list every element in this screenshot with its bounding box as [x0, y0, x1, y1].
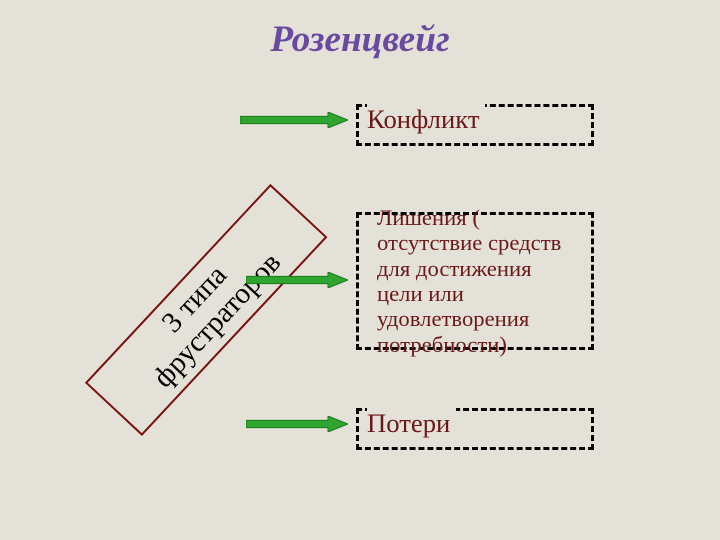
- target-label: Потери: [367, 408, 456, 438]
- arrow-deprivation: [246, 272, 348, 288]
- target-box-loss: Потери: [356, 408, 594, 450]
- slide-title: Розенцвейг: [0, 18, 720, 61]
- target-box-conflict: Конфликт: [356, 104, 594, 146]
- source-box: 3 типа фрустраторов: [85, 184, 327, 436]
- target-box-deprivation: Лишения ( отсутствие средств для достиже…: [356, 212, 594, 350]
- source-line-1: 3 типа: [95, 194, 295, 405]
- slide-canvas: Розенцвейг 3 типа фрустраторов Конфликт …: [0, 0, 720, 540]
- target-label: Конфликт: [367, 104, 485, 134]
- target-label: Лишения ( отсутствие средств для достиже…: [377, 205, 581, 357]
- source-box-wrap: 3 типа фрустраторов: [85, 184, 327, 436]
- arrow-conflict: [240, 112, 348, 128]
- source-line-2: фрустраторов: [117, 215, 317, 426]
- arrow-loss: [246, 416, 348, 432]
